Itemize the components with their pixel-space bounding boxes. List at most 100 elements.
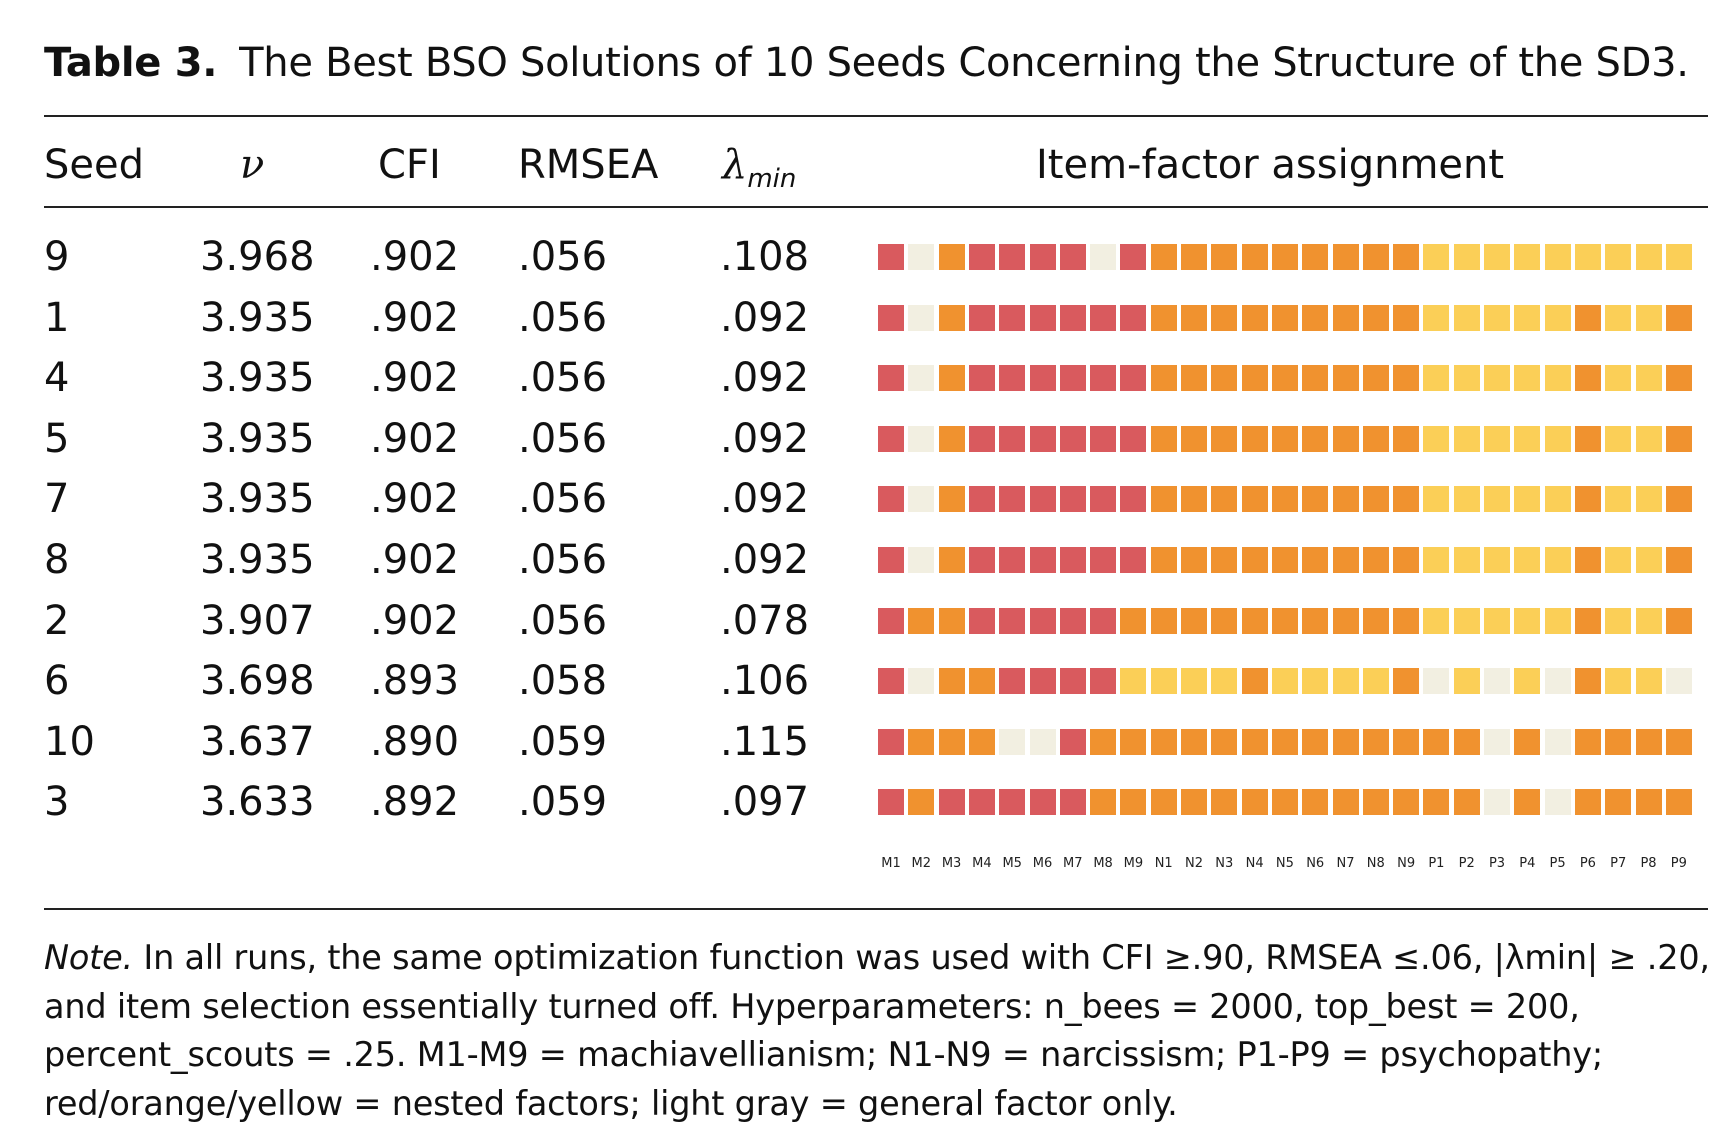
assignment-square xyxy=(938,425,965,452)
assignment-square xyxy=(1271,728,1298,755)
assignment-square xyxy=(1393,728,1420,755)
assignment-square xyxy=(1271,244,1298,270)
table-title: The Best BSO Solutions of 10 Seeds Conce… xyxy=(239,40,1689,86)
assignment-square xyxy=(1211,425,1238,452)
table-row: 10 3.637 .890 .059 .115 xyxy=(0,711,1736,772)
assignment-square xyxy=(878,244,904,270)
table-row: 3 3.633 .892 .059 .097 xyxy=(0,771,1736,832)
assignment-square xyxy=(1574,304,1601,331)
assignment-square xyxy=(1029,668,1056,695)
assignment-square xyxy=(1484,547,1510,573)
rmsea-cell: .056 xyxy=(518,294,608,341)
assignment-square xyxy=(1605,486,1632,513)
assignment-square xyxy=(1271,607,1298,634)
header-nu: ν xyxy=(240,142,265,188)
assignment-square xyxy=(1029,425,1056,452)
assignment-square xyxy=(968,244,995,270)
assignment-square xyxy=(1211,365,1238,392)
assignment-square xyxy=(968,789,995,816)
assignment-square xyxy=(1544,789,1571,816)
assignment-square xyxy=(1302,304,1329,331)
item-label: N9 xyxy=(1397,856,1416,871)
assignment-square xyxy=(1514,425,1541,452)
assignment-square xyxy=(1635,789,1662,816)
item-label: M8 xyxy=(1093,856,1113,871)
nu-cell: 3.637 xyxy=(200,718,315,765)
assignment-square xyxy=(1029,486,1056,513)
assignment-square xyxy=(1029,728,1056,755)
assignment-square xyxy=(1453,365,1480,392)
assignment-square xyxy=(1484,425,1510,452)
assignment-square xyxy=(1059,425,1086,452)
assignment-square xyxy=(1635,304,1662,331)
assignment-square xyxy=(999,425,1026,452)
assignment-square xyxy=(938,728,965,755)
assignment-square xyxy=(968,365,995,392)
assignment-square xyxy=(1150,607,1177,634)
assignment-square xyxy=(1574,668,1601,695)
assignment-square xyxy=(1181,244,1207,270)
assignment-square xyxy=(1150,668,1177,695)
item-label: P4 xyxy=(1519,856,1536,871)
assignment-square xyxy=(1393,304,1420,331)
assignment-square xyxy=(938,304,965,331)
assignment-square xyxy=(1574,365,1601,392)
seed-cell: 10 xyxy=(44,718,95,765)
assignment-square xyxy=(1181,728,1207,755)
seed-cell: 5 xyxy=(44,415,70,462)
assignment-square xyxy=(999,486,1026,513)
cfi-cell: .902 xyxy=(370,415,460,462)
assignment-square xyxy=(1029,789,1056,816)
assignment-square xyxy=(1423,789,1450,816)
item-label: P1 xyxy=(1428,856,1445,871)
lambda-cell: .106 xyxy=(720,658,810,705)
assignment-square xyxy=(1544,668,1571,695)
bottom-rule xyxy=(44,908,1708,910)
assignment-square xyxy=(1453,789,1480,816)
assignment-square xyxy=(968,607,995,634)
cfi-cell: .902 xyxy=(370,234,460,280)
header-cfi: CFI xyxy=(378,142,441,188)
assignment-square xyxy=(1514,728,1541,755)
assignment-square xyxy=(1574,244,1601,270)
item-label: N4 xyxy=(1245,856,1264,871)
assignment-square xyxy=(1393,244,1420,270)
assignment-square xyxy=(1332,607,1359,634)
assignment-square xyxy=(1120,486,1147,513)
assignment-square xyxy=(1605,668,1632,695)
assignment-square xyxy=(1150,789,1177,816)
assignment-square xyxy=(1453,728,1480,755)
assignment-square xyxy=(1029,547,1056,573)
assignment-square xyxy=(878,789,904,816)
nu-cell: 3.633 xyxy=(200,779,315,826)
item-label: P7 xyxy=(1610,856,1627,871)
lambda-cell: .078 xyxy=(720,597,810,644)
assignment-square xyxy=(1241,425,1268,452)
item-label: N3 xyxy=(1215,856,1234,871)
assignment-square xyxy=(1302,244,1329,270)
item-label: M2 xyxy=(911,856,932,871)
assignment-square xyxy=(1484,668,1510,695)
assignment-square xyxy=(1059,365,1086,392)
assignment-square xyxy=(1090,668,1117,695)
cfi-cell: .893 xyxy=(370,658,460,705)
cfi-cell: .890 xyxy=(370,718,460,765)
assignment-square xyxy=(1059,789,1086,816)
assignment-square xyxy=(968,486,995,513)
cfi-cell: .902 xyxy=(370,294,460,341)
item-label: P2 xyxy=(1458,856,1475,871)
lambda-cell: .115 xyxy=(720,718,810,765)
assignment-square xyxy=(1393,365,1420,392)
item-label: M1 xyxy=(881,856,901,871)
assignment-square xyxy=(1453,425,1480,452)
assignment-square xyxy=(1453,668,1480,695)
assignment-square xyxy=(1241,668,1268,695)
assignment-square xyxy=(1665,789,1692,816)
lambda-cell: .092 xyxy=(720,476,810,523)
assignment-square xyxy=(938,668,965,695)
assignment-square xyxy=(908,728,935,755)
assignment-square xyxy=(1665,244,1692,270)
assignment-square xyxy=(1090,789,1117,816)
assignment-square xyxy=(1332,547,1359,573)
assignment-square xyxy=(1241,547,1268,573)
